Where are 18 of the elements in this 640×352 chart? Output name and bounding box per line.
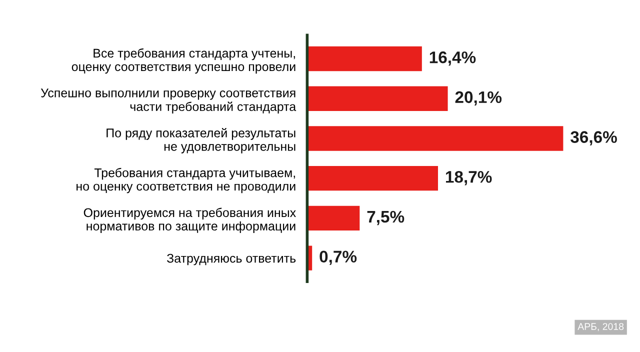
data-label: 36,6% xyxy=(570,131,617,146)
y-tick-label: Ориентируемся на требования иных нормативов по защите информации xyxy=(84,208,296,233)
data-label: 16,4% xyxy=(430,51,476,66)
data-label: 18,7% xyxy=(446,171,492,186)
y-tick-label: Требования стандарта учитываем, но оценку соответствия не проводили xyxy=(76,168,296,194)
y-tick-label: Успешно выполнили проверку соответствия части требований стандарта xyxy=(40,88,296,114)
data-label: 7,5% xyxy=(367,210,404,226)
text: АРБ, 2018 xyxy=(578,323,624,332)
bar xyxy=(307,166,438,191)
y-tick-label: Все требования стандарта учтены, оценку соответствия успешно провели xyxy=(72,48,296,74)
bar xyxy=(307,46,422,72)
bar xyxy=(307,86,448,111)
data-label: 0,7% xyxy=(320,250,357,265)
bar xyxy=(307,206,360,231)
bar xyxy=(307,126,564,151)
y-tick-label: Затрудняюсь ответить xyxy=(166,254,296,266)
data-label: 20,1% xyxy=(455,91,502,106)
y-tick-label: По ряду показателей результаты не удовлетворительны xyxy=(106,128,296,154)
